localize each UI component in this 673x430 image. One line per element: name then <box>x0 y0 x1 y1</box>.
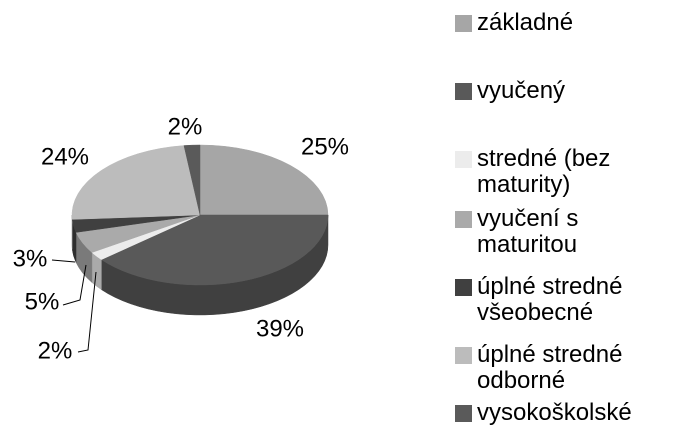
data-label: 2% <box>168 113 203 140</box>
legend-swatch <box>455 405 472 422</box>
legend-swatch <box>455 15 472 32</box>
legend-label: vyučení s maturitou <box>477 205 579 258</box>
legend-item: vysokoškolské <box>455 400 667 426</box>
legend-label: vysokoškolské <box>477 399 632 426</box>
legend-label: úplné stredné všeobecné <box>477 273 623 326</box>
legend-label: vyučený <box>477 77 566 104</box>
data-label: 2% <box>38 337 73 364</box>
pie-slice <box>183 144 201 216</box>
legend-item: vyučený <box>455 78 667 104</box>
pie-slice <box>100 214 329 286</box>
legend-swatch <box>455 83 472 100</box>
leader-line <box>62 264 87 306</box>
pie-slice <box>199 144 329 216</box>
legend-swatch <box>455 279 472 296</box>
data-label: 3% <box>13 245 48 272</box>
leader-line <box>77 271 97 353</box>
data-label: 5% <box>25 288 60 315</box>
legend-item: základné <box>455 10 667 36</box>
legend-label: úplné stredné odborné <box>477 341 623 394</box>
legend-item: vyučení s maturitou <box>455 206 667 258</box>
legend-item: stredné (bez maturity) <box>455 146 667 198</box>
legend-label: stredné (bez maturity) <box>477 145 611 198</box>
data-label: 24% <box>41 143 89 170</box>
legend-label: základné <box>477 9 574 36</box>
data-label: 39% <box>256 315 304 342</box>
leader-line <box>51 259 76 263</box>
legend-item: úplné stredné odborné <box>455 342 667 394</box>
legend-swatch <box>455 347 472 364</box>
pie-slice <box>71 145 201 220</box>
legend-swatch <box>455 211 472 228</box>
legend-item: úplné stredné všeobecné <box>455 274 667 326</box>
data-label: 25% <box>301 133 349 160</box>
legend-swatch <box>455 151 472 168</box>
